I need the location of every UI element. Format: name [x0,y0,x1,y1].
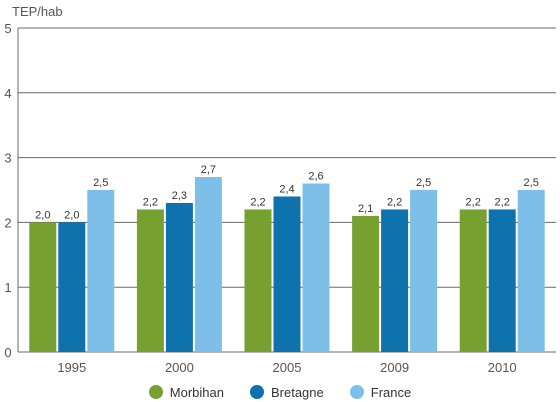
bar-morbihan-2009 [352,215,380,352]
y-axis-ticks: 0 1 2 3 4 5 [4,21,11,360]
y-tick-label: 4 [4,86,11,101]
data-label: 2,2 [387,196,402,208]
bar-france-2009 [410,190,438,352]
y-tick-label: 1 [4,280,11,295]
data-label: 2,2 [495,196,510,208]
bar-morbihan-2010 [459,209,487,352]
bar-france-2005 [302,183,330,352]
legend-item-france: France [349,384,412,400]
legend-item-bretagne: Bretagne [249,384,324,400]
bar-morbihan-1995 [29,222,57,352]
legend-swatch [349,385,364,399]
bar-bretagne-2010 [488,209,516,352]
bar-morbihan-2000 [136,209,164,352]
bar-bretagne-2005 [273,196,301,352]
data-label: 2,5 [524,177,539,189]
legend-swatch [148,385,163,399]
x-tick-label: 2010 [488,360,517,375]
legend-label: France [370,384,412,400]
data-label: 2,7 [201,164,216,176]
data-label: 2,2 [466,196,481,208]
y-tick-label: 2 [4,215,11,230]
x-tick-label: 2009 [380,360,409,375]
x-tick-label: 2005 [273,360,302,375]
bars [29,177,545,352]
data-label: 2,4 [279,183,294,195]
data-label: 2,6 [308,171,323,183]
data-label: 2,2 [250,196,265,208]
y-tick-label: 0 [4,345,11,360]
bar-bretagne-2009 [381,209,409,352]
data-labels: 2,0 2,0 2,5 2,2 2,3 2,7 2,2 2,4 2,6 2,1 2,2 2,5 2,2 2… [35,164,539,221]
data-label: 2,1 [358,203,373,215]
legend-item-morbihan: Morbihan [148,384,224,400]
legend: Morbihan Bretagne France [0,382,560,402]
bar-france-1995 [87,190,115,352]
data-label: 2,0 [64,209,79,221]
data-label: 2,2 [143,196,158,208]
legend-label: Morbihan [169,384,224,400]
bar-france-2010 [517,190,545,352]
bar-bretagne-2000 [165,202,193,352]
legend-swatch [249,385,264,399]
x-tick-label: 2000 [165,360,194,375]
bar-morbihan-2005 [244,209,272,352]
y-unit-label: TEP/hab [12,4,63,19]
data-label: 2,3 [172,190,187,202]
y-tick-label: 3 [4,151,11,166]
x-axis-ticks: 1995 2000 2005 2009 2010 [57,360,516,375]
data-label: 2,0 [35,209,50,221]
y-tick-label: 5 [4,21,11,36]
bar-bretagne-1995 [58,222,86,352]
bar-france-2000 [194,177,222,352]
x-tick-label: 1995 [57,360,86,375]
data-label: 2,5 [416,177,431,189]
data-label: 2,5 [93,177,108,189]
legend-label: Bretagne [270,384,324,400]
